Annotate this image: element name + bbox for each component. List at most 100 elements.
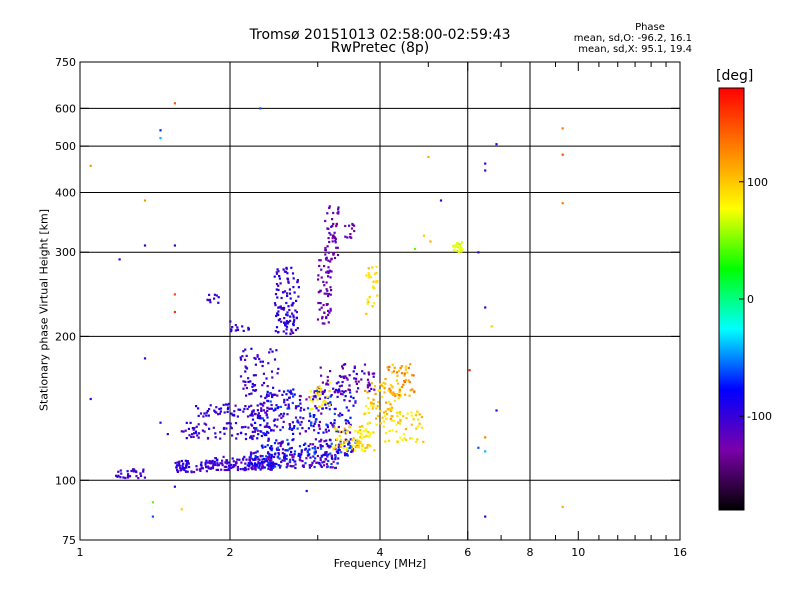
data-point [289,297,292,300]
data-point [317,409,320,412]
data-point [399,367,402,370]
data-point [270,428,273,432]
data-point [257,412,260,415]
data-point [271,461,275,464]
data-point [351,450,354,453]
data-point [197,407,200,410]
data-point [391,363,394,366]
data-point [173,244,176,247]
data-point [292,432,295,435]
data-point [298,432,302,435]
data-point [317,431,320,435]
data-point [236,468,239,472]
data-point [394,394,397,397]
data-point [345,453,348,456]
data-point [309,415,312,418]
data-point [260,407,263,410]
data-point [368,435,371,438]
data-point [381,416,384,419]
data-point [258,357,261,361]
data-point [238,458,241,461]
data-point [439,199,443,202]
data-point [561,505,564,508]
data-point [217,413,220,416]
data-point [376,404,379,408]
data-point [344,390,347,393]
data-point [357,440,360,443]
data-point [277,330,280,334]
data-point [351,223,354,226]
data-point [333,426,336,429]
data-point [202,415,205,418]
data-point [262,381,266,385]
data-point [375,423,378,426]
data-point [330,454,333,457]
colorbar-tick-label: 100 [747,176,768,189]
data-point [320,276,323,279]
data-point [312,398,315,401]
data-point [222,427,225,430]
data-point [204,463,207,466]
data-point [268,463,271,466]
data-point [205,411,208,414]
data-point [319,259,322,262]
data-point [339,442,342,446]
data-point [308,448,311,451]
data-point [283,454,286,457]
data-point [285,301,288,305]
data-point [276,418,279,421]
data-point [354,401,357,404]
data-point [353,229,356,233]
data-point [368,390,371,393]
data-point [335,388,338,391]
data-point [256,450,259,453]
data-point [334,407,337,410]
data-point [366,378,370,381]
data-point [326,465,329,468]
data-point [389,417,392,421]
data-point [364,412,367,415]
data-point [196,434,199,437]
data-point [241,355,244,358]
data-point [186,470,189,473]
data-point [305,489,308,493]
data-point [314,420,317,423]
data-point [338,385,341,388]
data-point [313,452,316,455]
data-point [325,463,329,466]
data-point [242,426,245,429]
data-point [225,459,229,462]
data-point [262,401,265,404]
data-point [320,438,323,441]
data-point [398,369,401,372]
data-point [282,412,286,415]
data-point [363,435,366,439]
data-point [277,448,281,451]
data-points [89,102,564,518]
data-point [281,291,285,294]
data-point [282,308,285,311]
data-point [264,411,267,414]
data-point [236,328,239,332]
data-point [349,395,353,398]
data-point [274,393,277,396]
data-point [389,389,392,392]
data-point [286,292,289,295]
data-point [244,425,247,428]
data-point [258,415,261,418]
data-point [317,278,320,281]
data-point [315,418,318,421]
data-point [332,222,335,226]
data-point [251,462,254,466]
data-point [296,420,299,423]
data-point [254,374,257,377]
data-point [334,239,337,242]
data-point [348,446,351,450]
data-point [375,407,378,410]
data-point [118,258,121,261]
data-point [327,313,330,316]
data-point [265,424,268,427]
data-point [251,418,255,421]
data-point [280,413,283,416]
data-point [186,460,189,463]
